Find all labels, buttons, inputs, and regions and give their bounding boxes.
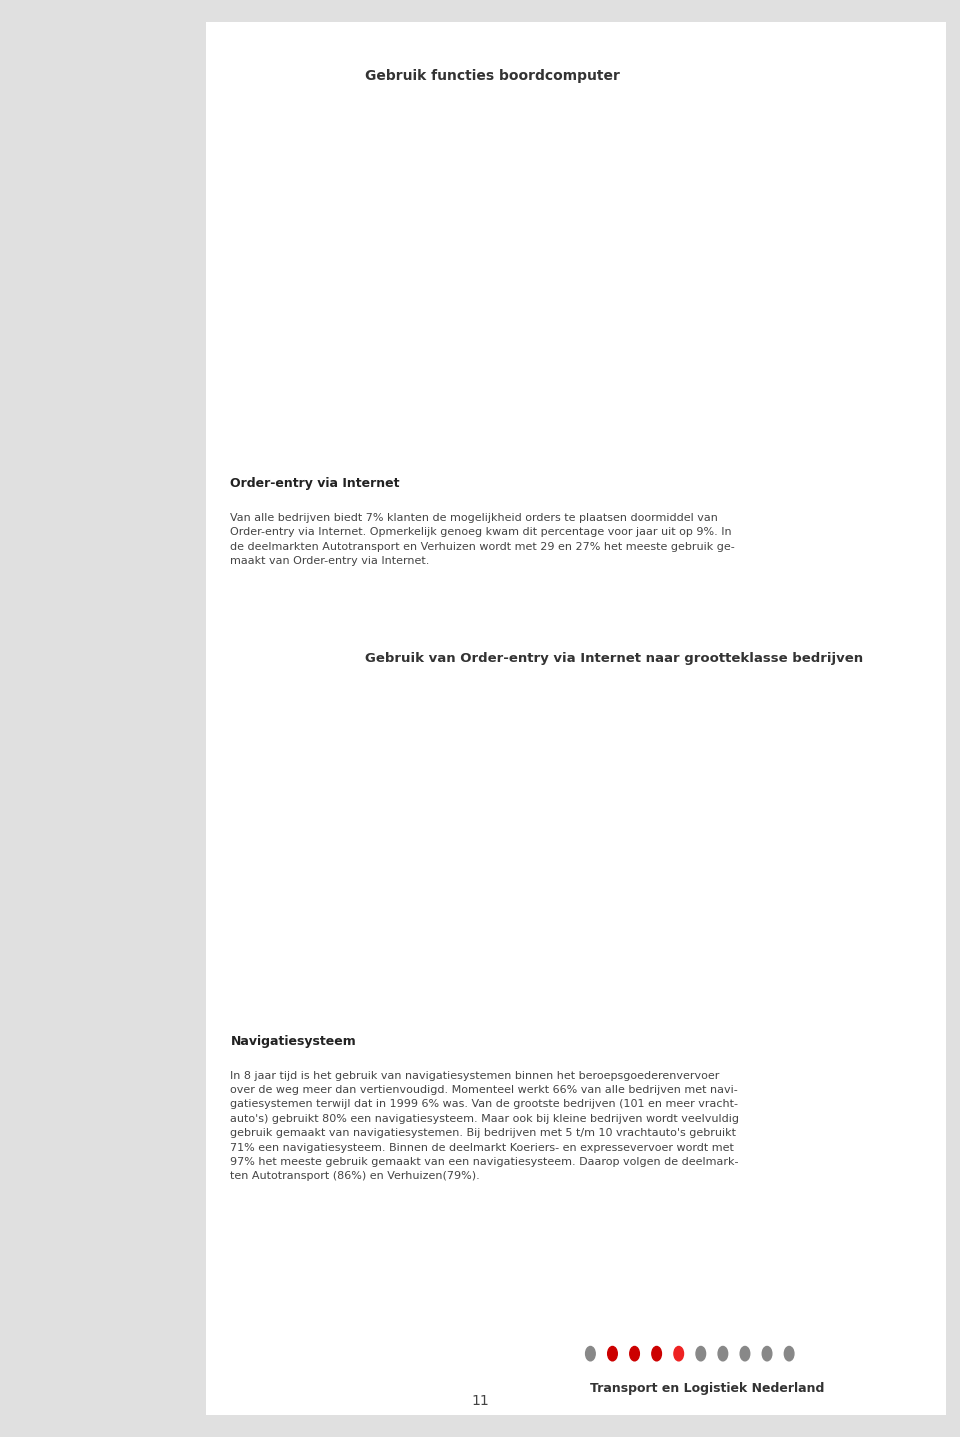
Bar (865, 832, 926, 856)
Bar (370, 414, 395, 437)
Bar (370, 878, 397, 904)
Bar (648, 737, 926, 763)
Bar (370, 832, 414, 856)
Bar (397, 878, 882, 904)
Text: Order-entry via Internet: Order-entry via Internet (230, 477, 400, 490)
Text: Gebruik functies boordcomputer: Gebruik functies boordcomputer (365, 69, 619, 83)
Bar (481, 691, 648, 717)
Legend: gebruik, geen gebruik, in de planning: gebruik, geen gebruik, in de planning (527, 637, 769, 655)
Bar (370, 109, 815, 132)
Bar (370, 262, 493, 285)
Bar (370, 300, 438, 322)
Text: Gebruik van Order-entry via Internet naar grootteklasse bedrijven: Gebruik van Order-entry via Internet naa… (365, 652, 863, 665)
Text: Van alle bedrijven biedt 7% klanten de mogelijkheid orders te plaatsen doormidde: Van alle bedrijven biedt 7% klanten de m… (230, 513, 735, 566)
Bar (370, 224, 499, 246)
Bar (370, 785, 442, 810)
Bar (370, 925, 397, 951)
Bar (648, 691, 926, 717)
Bar (882, 878, 926, 904)
Text: Navigatiesysteem: Navigatiesysteem (230, 1035, 356, 1048)
Bar (370, 376, 420, 398)
Bar (397, 925, 887, 951)
Bar (787, 785, 926, 810)
Bar (442, 785, 787, 810)
Text: 11: 11 (471, 1394, 489, 1408)
Bar (409, 971, 865, 997)
Text: Transport en Logistiek Nederland: Transport en Logistiek Nederland (590, 1382, 825, 1395)
Bar (370, 338, 425, 361)
Bar (370, 148, 790, 170)
Bar (414, 832, 865, 856)
Bar (865, 971, 926, 997)
Bar (370, 971, 409, 997)
Bar (370, 691, 481, 717)
Bar (887, 925, 926, 951)
Bar (481, 737, 648, 763)
Bar (370, 185, 698, 208)
Text: In 8 jaar tijd is het gebruik van navigatiesystemen binnen het beroepsgoederenve: In 8 jaar tijd is het gebruik van naviga… (230, 1071, 739, 1181)
Bar (370, 737, 481, 763)
